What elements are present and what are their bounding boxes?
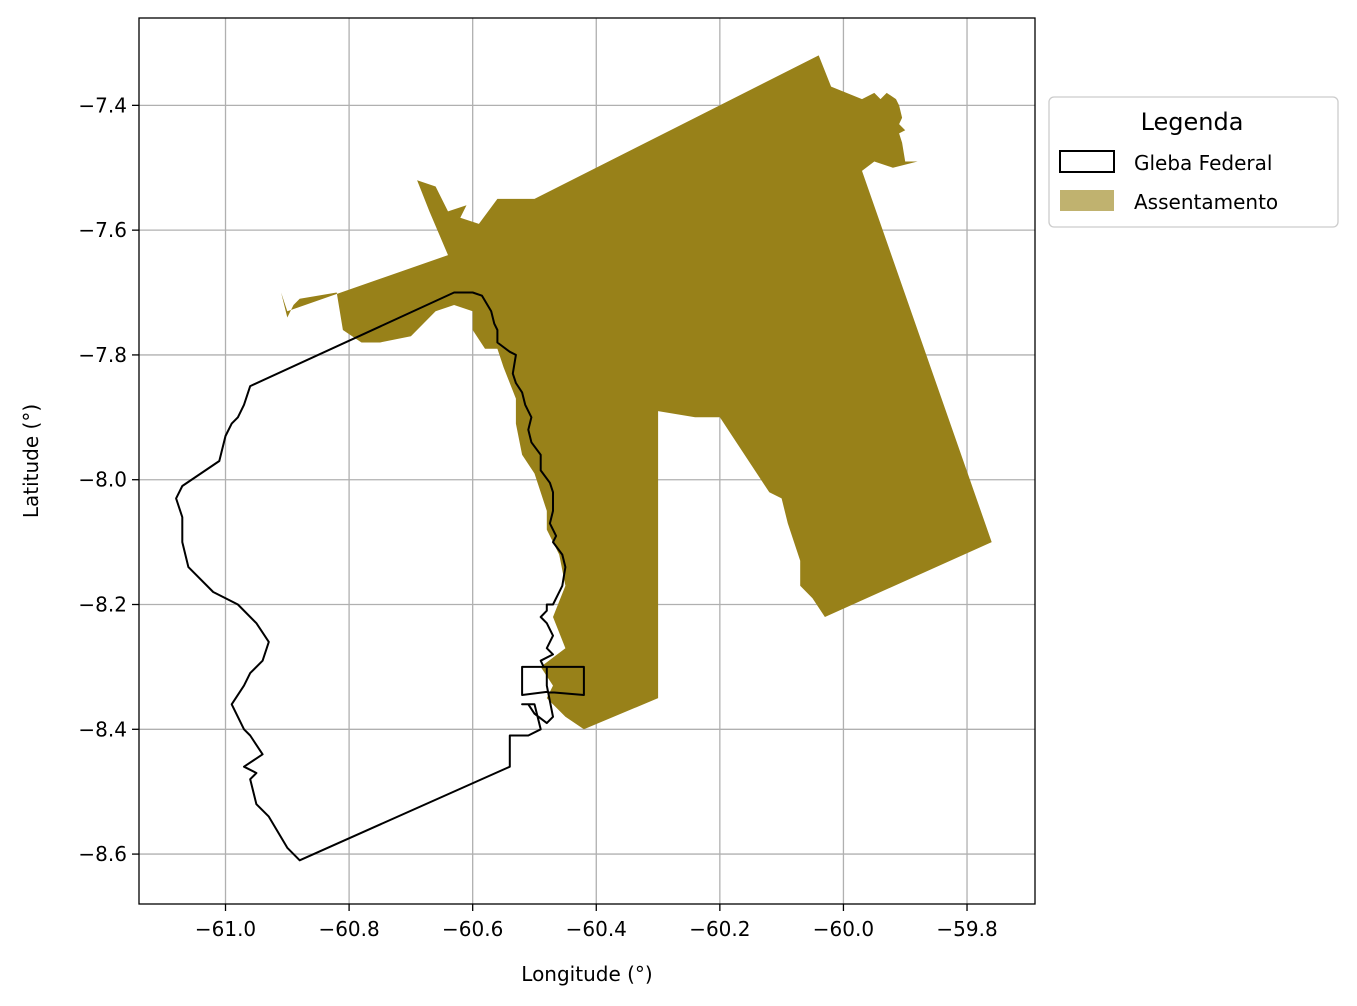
y-tick-label: −8.2 [78, 593, 127, 617]
legend-box [1048, 96, 1339, 228]
x-tick-label: −60.0 [813, 917, 874, 941]
y-tick-label: −7.4 [78, 93, 127, 117]
y-tick-label: −7.6 [78, 218, 127, 242]
legend-label-assentamento: Assentamento [1134, 190, 1278, 214]
x-axis-label: Longitude (°) [521, 962, 652, 986]
legend-swatch-gleba-federal [1059, 150, 1115, 173]
y-tick-label: −8.4 [78, 717, 127, 741]
x-tick-label: −60.2 [689, 917, 750, 941]
y-tick-label: −8.6 [78, 842, 127, 866]
legend-label-gleba-federal: Gleba Federal [1134, 151, 1272, 175]
y-tick-label: −7.8 [78, 343, 127, 367]
x-tick-label: −60.6 [442, 917, 503, 941]
x-tick-label: −60.4 [566, 917, 627, 941]
legend-swatch-assentamento [1060, 190, 1114, 211]
axis-ticks: −61.0 −60.8 −60.6 −60.4 −60.2 −60.0 −59.8 −7.4 −… [78, 93, 997, 941]
y-tick-label: −8.0 [78, 468, 127, 492]
x-tick-label: −60.8 [318, 917, 379, 941]
plot-frame [138, 17, 1036, 905]
legend: Legenda Gleba Federal Assentamento [1048, 96, 1339, 228]
legend-title: Legenda [1141, 108, 1244, 136]
map-layers [175, 55, 992, 862]
assentamento-polygon [281, 55, 992, 730]
x-tick-label: −61.0 [195, 917, 256, 941]
gleba-federal-polygon [175, 291, 585, 862]
x-tick-label: −59.8 [936, 917, 997, 941]
y-axis-label: Latitude (°) [19, 404, 43, 518]
